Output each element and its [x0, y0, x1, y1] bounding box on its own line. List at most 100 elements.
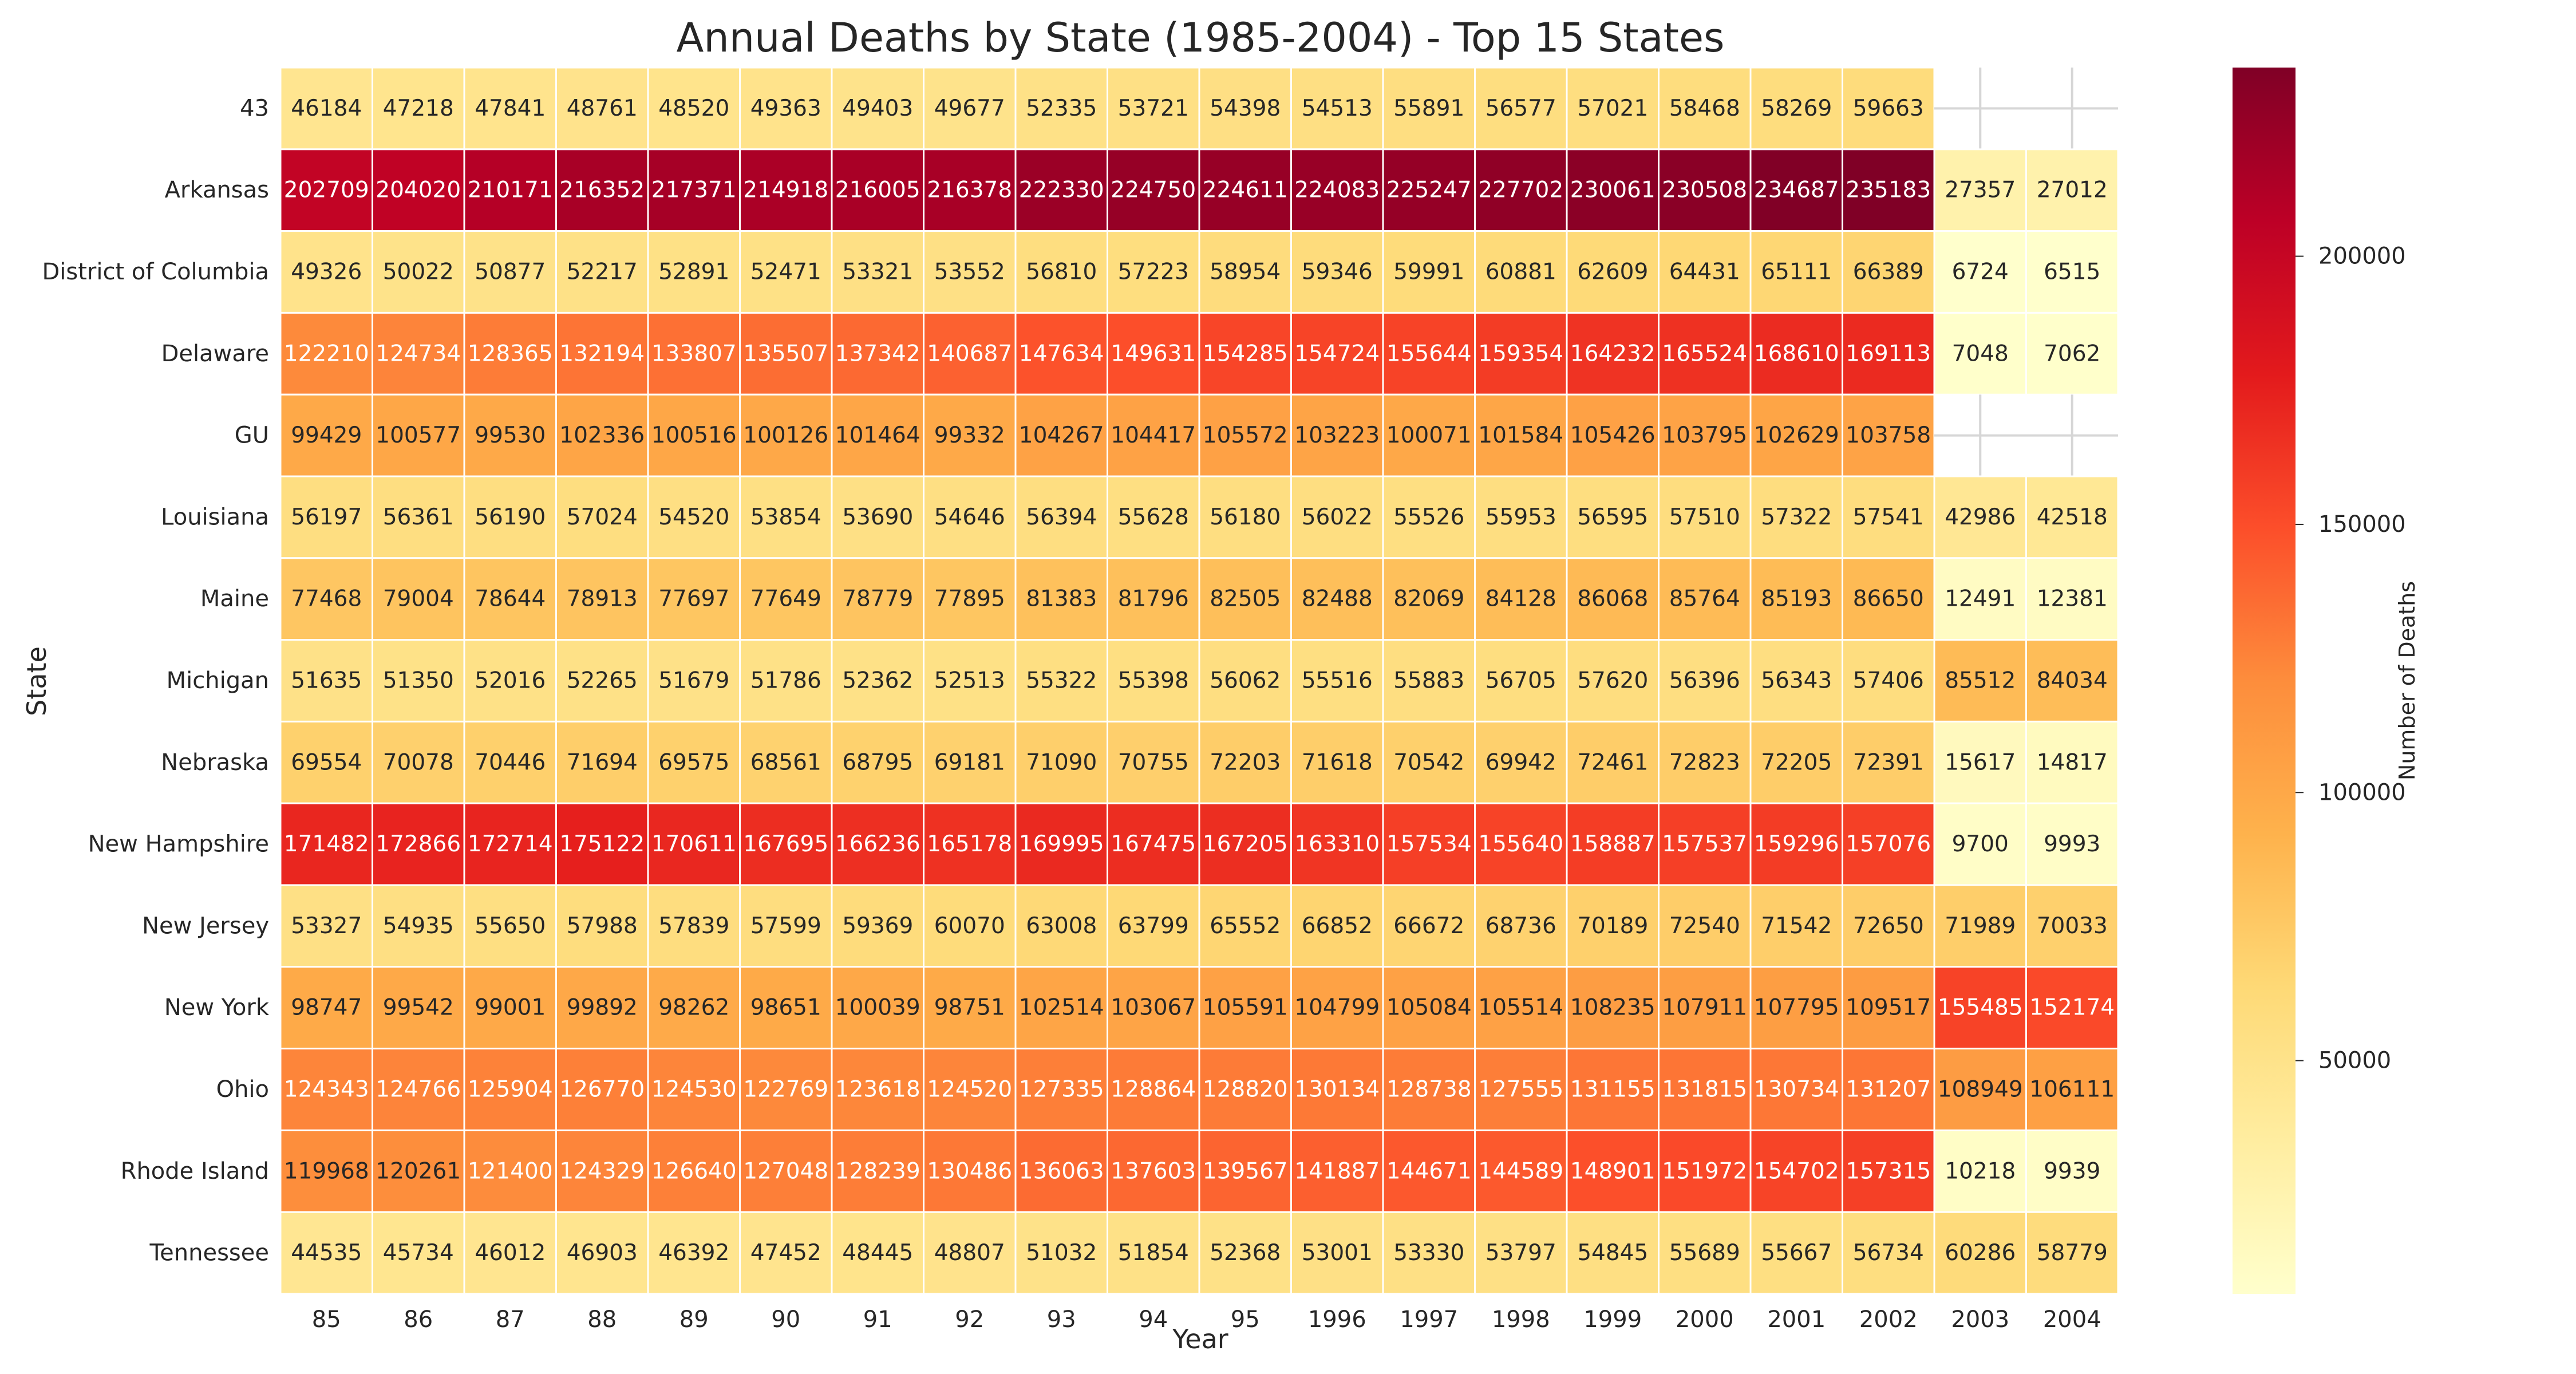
- cell-value-label: 101464: [835, 423, 920, 448]
- heatmap-cell: [1382, 720, 1476, 804]
- cell-value-label: 169995: [1019, 831, 1104, 857]
- heatmap-cell: [1658, 230, 1752, 314]
- cell-value-label: 125904: [468, 1077, 553, 1103]
- heatmap-cell: [2025, 884, 2119, 968]
- heatmap-cell: [372, 884, 465, 968]
- heatmap-cell: [1014, 1211, 1108, 1295]
- cell-value-label: 124329: [559, 1158, 645, 1184]
- x-tick-label: 85: [312, 1306, 341, 1333]
- x-tick-label: 92: [955, 1306, 984, 1333]
- cell-value-label: 79004: [383, 586, 454, 612]
- heatmap-cells: 46184 47218 47841 48761 48520 49363 49403 49677…: [279, 66, 2119, 1295]
- heatmap-cell: [279, 148, 373, 232]
- cell-value-label: 100071: [1386, 423, 1472, 448]
- cell-value-label: 227702: [1478, 177, 1563, 203]
- heatmap-cell: [831, 1211, 924, 1295]
- cell-value-label: 77468: [291, 586, 362, 612]
- heatmap-cell: [2025, 311, 2119, 396]
- heatmap-cell: [555, 230, 649, 314]
- cell-value-label: 53321: [842, 259, 913, 285]
- cell-value-label: 53330: [1393, 1240, 1464, 1266]
- cell-value-label: 216352: [559, 177, 645, 203]
- cell-value-label: 165178: [927, 831, 1012, 857]
- heatmap-cell: [1198, 557, 1292, 641]
- cell-value-label: 81383: [1026, 586, 1097, 612]
- cell-value-label: 55516: [1302, 668, 1373, 694]
- heatmap-cell: [1198, 884, 1292, 968]
- colorbar-gradient: [2233, 68, 2296, 1294]
- heatmap-cell: [831, 557, 924, 641]
- heatmap-cell: [279, 1211, 373, 1295]
- heatmap-cell: [463, 475, 557, 559]
- heatmap-cell: [1198, 639, 1292, 722]
- heatmap-cell: [1658, 639, 1752, 722]
- cell-value-label: 140687: [927, 341, 1012, 366]
- cell-value-label: 55526: [1393, 504, 1464, 530]
- cell-value-label: 48807: [934, 1240, 1005, 1266]
- cell-value-label: 49403: [842, 96, 913, 121]
- cell-value-label: 124520: [927, 1077, 1012, 1103]
- cell-value-label: 155485: [1938, 995, 2023, 1021]
- x-tick-label: 88: [587, 1306, 617, 1333]
- cell-value-label: 166236: [835, 831, 920, 857]
- cell-value-label: 47218: [383, 96, 454, 121]
- heatmap-cell: [1749, 393, 1843, 477]
- cell-value-label: 56062: [1210, 668, 1281, 694]
- heatmap-cell: [1382, 230, 1476, 314]
- cell-value-label: 57322: [1761, 504, 1832, 530]
- cell-value-label: 71542: [1761, 913, 1832, 939]
- heatmap-cell: [1382, 393, 1476, 477]
- cell-value-label: 52368: [1210, 1240, 1281, 1266]
- cell-value-label: 167475: [1111, 831, 1196, 857]
- heatmap-cell: [831, 475, 924, 559]
- x-tick-label: 2004: [2043, 1306, 2101, 1333]
- cell-value-label: 70542: [1393, 749, 1464, 775]
- heatmap-cell: [1566, 230, 1660, 314]
- colorbar-tick-label: 50000: [2318, 1048, 2391, 1074]
- y-tick-label: Arkansas: [165, 177, 269, 203]
- cell-value-label: 98751: [934, 995, 1005, 1021]
- cell-value-label: 51635: [291, 668, 362, 694]
- cell-value-label: 56197: [291, 504, 362, 530]
- heatmap-cell: [555, 639, 649, 722]
- cell-value-label: 100516: [651, 423, 737, 448]
- y-tick-label: 43: [240, 95, 269, 121]
- heatmap-cell: [1198, 230, 1292, 314]
- x-tick-label: 1998: [1492, 1306, 1550, 1333]
- x-tick-label: 86: [404, 1306, 433, 1333]
- heatmap-cell: [372, 230, 465, 314]
- cell-value-label: 69554: [291, 749, 362, 775]
- y-tick-label: Rhode Island: [121, 1158, 269, 1185]
- heatmap-cell: [1842, 557, 1935, 641]
- cell-value-label: 147634: [1019, 341, 1104, 366]
- y-tick-label: District of Columbia: [42, 259, 269, 285]
- cell-value-label: 103758: [1846, 423, 1931, 448]
- cell-value-label: 172866: [376, 831, 461, 857]
- cell-value-label: 70446: [475, 749, 546, 775]
- heatmap-cell: [1474, 230, 1568, 314]
- cell-value-label: 78913: [567, 586, 638, 612]
- heatmap-cell: [555, 1129, 649, 1213]
- cell-value-label: 131815: [1662, 1077, 1747, 1103]
- cell-value-label: 155640: [1478, 831, 1563, 857]
- heatmap-cell: [1290, 66, 1384, 151]
- heatmap-cell: [2025, 1048, 2119, 1131]
- cell-value-label: 72650: [1853, 913, 1924, 939]
- x-tick-label: 93: [1047, 1306, 1076, 1333]
- cell-value-label: 70078: [383, 749, 454, 775]
- cell-value-label: 107911: [1662, 995, 1747, 1021]
- cell-value-label: 56394: [1026, 504, 1097, 530]
- cell-value-label: 133807: [651, 341, 737, 366]
- heatmap-cell: [279, 393, 373, 477]
- cell-value-label: 54398: [1210, 96, 1281, 121]
- heatmap-cell: [2025, 148, 2119, 232]
- cell-value-label: 217371: [651, 177, 737, 203]
- heatmap-cell: [372, 720, 465, 804]
- cell-value-label: 124766: [376, 1077, 461, 1103]
- heatmap-cell: [1198, 148, 1292, 232]
- heatmap-cell: [831, 639, 924, 722]
- heatmap-cell: [1749, 966, 1843, 1050]
- heatmap-cell: [647, 1211, 741, 1295]
- cell-value-label: 70033: [2037, 913, 2108, 939]
- cell-value-label: 144589: [1478, 1158, 1563, 1184]
